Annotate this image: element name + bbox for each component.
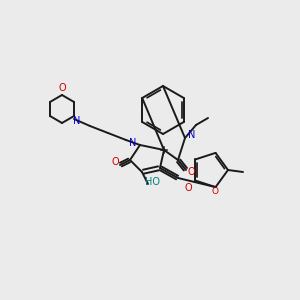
Text: O: O (111, 157, 119, 167)
Text: O: O (58, 83, 66, 93)
Text: HO: HO (145, 177, 160, 187)
Text: N: N (73, 116, 81, 126)
Text: N: N (188, 130, 196, 140)
Text: O: O (211, 187, 218, 196)
Text: N: N (129, 138, 137, 148)
Text: O: O (184, 183, 192, 193)
Text: O: O (187, 167, 195, 177)
